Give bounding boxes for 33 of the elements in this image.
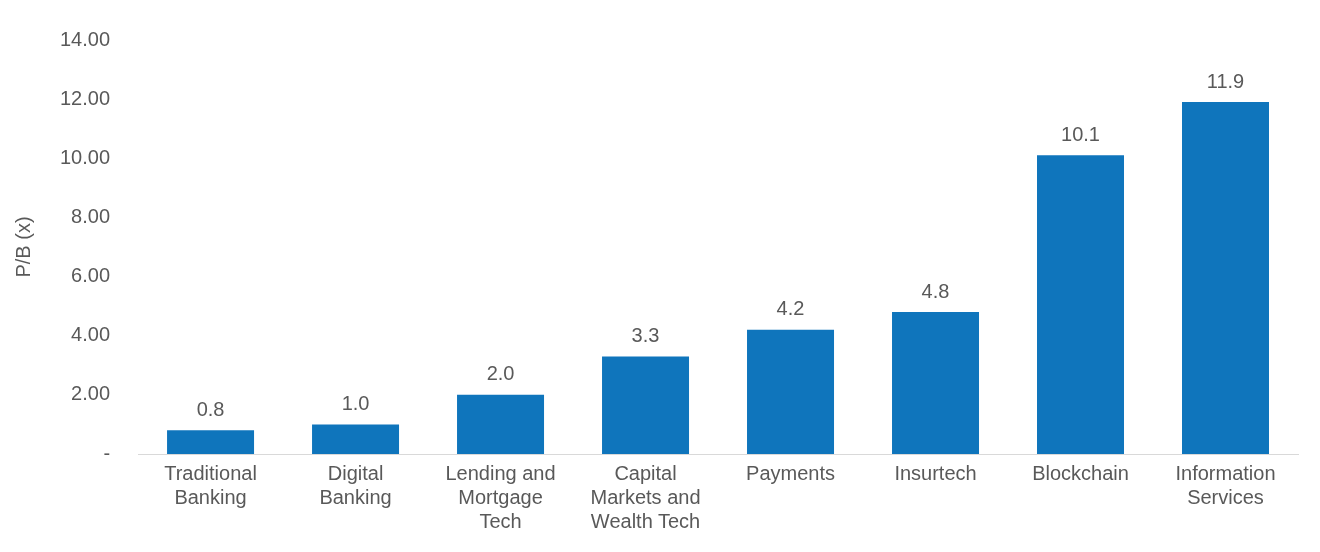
data-label: 1.0 (341, 391, 370, 414)
data-label: 4.8 (921, 279, 950, 302)
bar (312, 424, 400, 454)
x-tick-label: Capital Markets and Wealth Tech (590, 461, 701, 532)
data-label: 2.0 (486, 362, 515, 385)
y-tick-label: - (103, 441, 111, 464)
x-tick-label: Lending and Mortgage Tech (445, 461, 556, 532)
y-tick-label: 14.00 (59, 27, 111, 50)
y-tick-label: 12.00 (59, 86, 111, 109)
y-tick-label: 8.00 (71, 204, 111, 227)
x-tick-label: Digital Banking (319, 461, 392, 508)
bar (602, 356, 690, 454)
data-label: 3.3 (631, 323, 660, 346)
bar (1182, 102, 1269, 454)
bar (457, 394, 545, 454)
y-tick-label: 2.00 (71, 382, 111, 405)
y-tick-label: 6.00 (71, 264, 111, 287)
x-tick-label: Information Services (1175, 461, 1276, 508)
data-label: 10.1 (1061, 122, 1100, 145)
x-tick-label: Blockchain (1032, 461, 1129, 484)
y-tick-label: 10.00 (59, 145, 111, 168)
bar (747, 329, 835, 454)
data-label: 11.9 (1206, 69, 1245, 92)
x-tick-label: Insurtech (894, 461, 977, 484)
bar (1037, 155, 1125, 454)
y-axis-title: P/B (x) (11, 216, 34, 278)
data-label: 0.8 (196, 397, 225, 420)
data-label: 4.2 (776, 297, 805, 320)
y-tick-label: 4.00 (71, 323, 111, 346)
x-tick-label: Payments (746, 461, 835, 484)
x-tick-label: Traditional Banking (164, 461, 257, 508)
bar (167, 430, 255, 454)
bar (892, 312, 980, 454)
